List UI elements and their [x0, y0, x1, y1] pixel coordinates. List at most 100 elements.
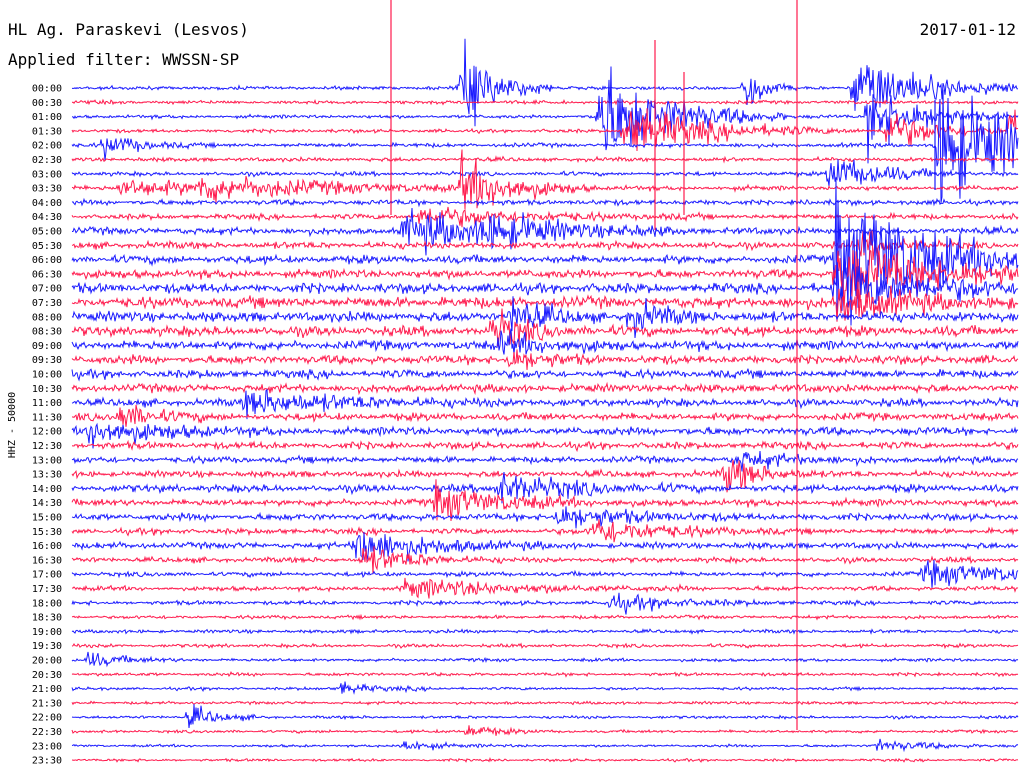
trace-line	[71, 531, 1019, 562]
row-time-label: 05:30	[32, 241, 62, 252]
row-time-label: 03:30	[32, 184, 62, 195]
row-time-label: 19:30	[32, 641, 62, 652]
trace-line	[71, 108, 1019, 152]
row-time-label: 16:30	[32, 555, 62, 566]
row-time-label: 13:30	[32, 470, 62, 481]
row-time-label: 07:30	[32, 298, 62, 309]
trace-line	[71, 704, 1019, 728]
row-time-label: 22:30	[32, 727, 62, 738]
row-time-label: 21:30	[32, 698, 62, 709]
row-time-label: 06:30	[32, 269, 62, 280]
trace-line	[71, 262, 1019, 311]
row-time-label: 08:30	[32, 327, 62, 338]
row-time-label: 13:00	[32, 455, 62, 466]
trace-line	[71, 479, 1019, 522]
row-time-label: 01:00	[32, 112, 62, 123]
trace-line	[71, 559, 1019, 589]
trace-line	[71, 328, 1019, 355]
trace-line	[71, 592, 1019, 615]
row-time-label: 17:30	[32, 584, 62, 595]
row-time-label: 22:00	[32, 713, 62, 724]
row-time-label: 10:30	[32, 384, 62, 395]
row-time-label: 11:30	[32, 412, 62, 423]
row-time-label: 06:00	[32, 255, 62, 266]
trace-line	[71, 459, 1019, 493]
trace-line	[72, 207, 1019, 256]
trace-line	[71, 308, 1019, 348]
row-time-label: 08:00	[32, 312, 62, 323]
row-time-label: 09:00	[32, 341, 62, 352]
trace-line	[71, 651, 1019, 668]
trace-line	[71, 756, 1019, 763]
row-time-label: 02:30	[32, 155, 62, 166]
row-time-label: 10:00	[32, 370, 62, 381]
filter-label: Applied filter: WWSSN-SP	[8, 50, 240, 69]
time-label-group: 00:00 00:30 01:00 01:30 02:00 02:30 03:00 03:30…	[32, 84, 62, 767]
trace-line	[71, 613, 1019, 621]
trace-line	[71, 450, 1019, 472]
row-time-label: 00:30	[32, 98, 62, 109]
row-time-label: 16:00	[32, 541, 62, 552]
trace-line	[71, 249, 1019, 311]
trace-line	[71, 98, 1019, 106]
row-time-label: 18:30	[32, 613, 62, 624]
trace-group	[71, 0, 1019, 763]
trace-line	[71, 546, 1019, 575]
trace-line	[71, 671, 1019, 678]
trace-line	[71, 518, 1019, 543]
trace-line	[71, 404, 1019, 427]
trace-line	[71, 197, 1019, 208]
row-time-label: 23:30	[32, 756, 62, 767]
trace-line	[71, 367, 1019, 382]
row-time-label: 20:00	[32, 656, 62, 667]
row-time-label: 07:00	[32, 284, 62, 295]
row-time-label: 23:00	[32, 741, 62, 752]
trace-line	[71, 178, 1019, 326]
row-time-label: 02:00	[32, 141, 62, 152]
trace-line	[71, 155, 1019, 164]
row-time-label: 12:30	[32, 441, 62, 452]
row-time-label: 01:30	[32, 126, 62, 137]
trace-line	[71, 628, 1019, 635]
trace-line	[71, 349, 1019, 370]
row-time-label: 03:00	[32, 169, 62, 180]
row-time-label: 05:00	[32, 227, 62, 238]
trace-line	[71, 66, 1019, 164]
trace-line	[71, 89, 1019, 203]
row-time-label: 04:30	[32, 212, 62, 223]
row-time-label: 09:30	[32, 355, 62, 366]
trace-line	[71, 159, 1019, 187]
trace-line	[71, 506, 1019, 529]
row-time-label: 18:00	[32, 598, 62, 609]
row-time-label: 15:30	[32, 527, 62, 538]
trace-line	[71, 230, 1019, 261]
trace-line	[71, 38, 1019, 127]
row-time-label: 14:00	[32, 484, 62, 495]
trace-line	[71, 388, 1019, 420]
trace-line	[71, 642, 1019, 650]
row-time-label: 21:00	[32, 684, 62, 695]
row-time-label: 20:30	[32, 670, 62, 681]
trace-line	[71, 149, 1019, 210]
row-time-label: 19:00	[32, 627, 62, 638]
row-time-label: 04:00	[32, 198, 62, 209]
trace-line	[71, 700, 1019, 706]
trace-line	[71, 422, 1019, 449]
trace-line	[71, 738, 1019, 753]
station-title: HL Ag. Paraskevi (Lesvos)	[8, 20, 249, 39]
y-axis-label: HHZ - 50000	[7, 392, 18, 458]
row-time-label: 14:30	[32, 498, 62, 509]
date-label: 2017-01-12	[919, 20, 1016, 39]
row-time-label: 17:00	[32, 570, 62, 581]
trace-line	[71, 206, 1019, 228]
trace-line	[71, 439, 1019, 453]
trace-line	[71, 681, 1019, 695]
row-time-label: 12:00	[32, 427, 62, 438]
row-time-label: 11:00	[32, 398, 62, 409]
trace-line	[71, 296, 1019, 339]
trace-line	[71, 577, 1019, 599]
row-time-label: 00:00	[32, 84, 62, 95]
row-time-label: 15:00	[32, 513, 62, 524]
